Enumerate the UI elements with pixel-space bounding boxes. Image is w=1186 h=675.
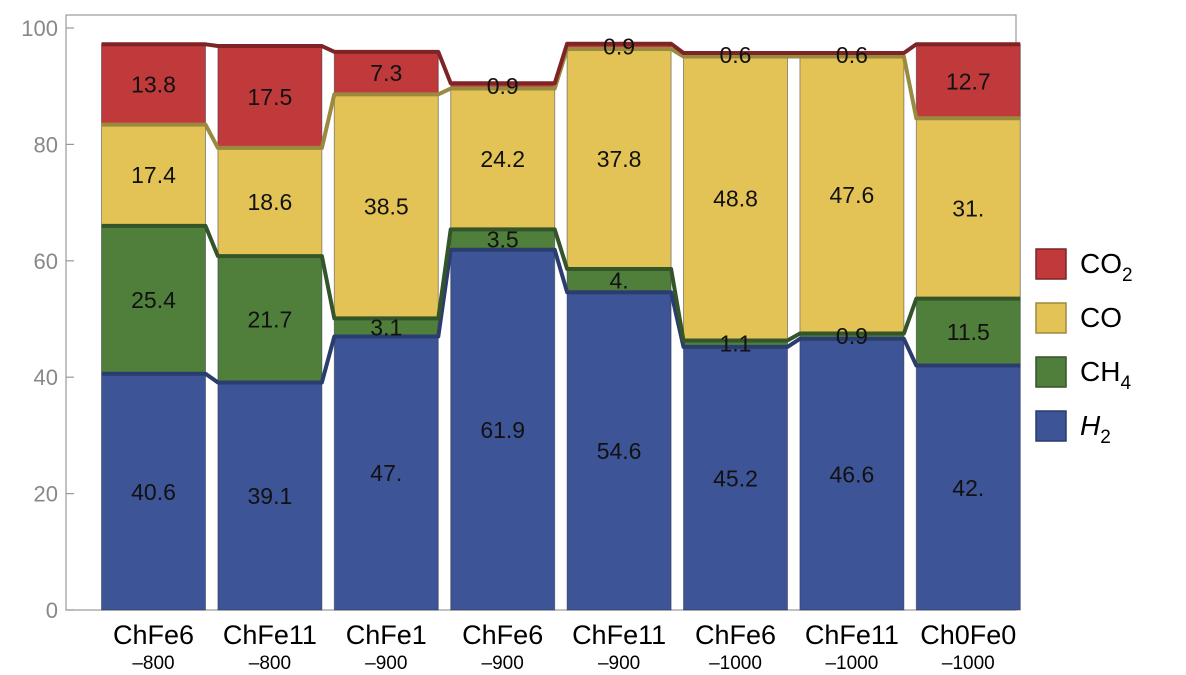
bar-segment-ch4 bbox=[217, 256, 322, 383]
bar-segment-h2 bbox=[799, 338, 904, 610]
data-label: 17.5 bbox=[248, 84, 293, 110]
bar-segment-h2 bbox=[450, 249, 555, 610]
bar-segment-co2 bbox=[217, 46, 322, 148]
bar-segment-co bbox=[799, 56, 904, 334]
data-label: 37.8 bbox=[597, 146, 642, 172]
data-label: 18.6 bbox=[248, 189, 293, 215]
data-label: 13.8 bbox=[131, 71, 176, 97]
data-label: 42. bbox=[952, 475, 984, 501]
data-label: 45.2 bbox=[713, 465, 758, 491]
y-tick-label: 100 bbox=[21, 16, 58, 41]
boundary-line-ch4 bbox=[101, 223, 1021, 343]
data-label: 4. bbox=[610, 268, 629, 294]
x-category-label: ChFe1 bbox=[346, 620, 427, 650]
bar-segment-co bbox=[916, 118, 1021, 299]
data-label: 0.6 bbox=[720, 42, 752, 68]
legend-label-h2: H2 bbox=[1080, 410, 1111, 448]
x-category-label: ChFe11 bbox=[805, 620, 899, 650]
data-label: 0.9 bbox=[487, 73, 519, 99]
x-category-label: ChFe6 bbox=[695, 620, 776, 650]
bar-segment-co2 bbox=[450, 83, 555, 89]
data-label: 21.7 bbox=[248, 306, 293, 332]
bar-segment-h2 bbox=[334, 336, 439, 610]
bar-segment-ch4 bbox=[916, 298, 1021, 366]
data-label: 47.6 bbox=[830, 182, 875, 208]
bar-segment-ch4 bbox=[683, 340, 788, 347]
y-tick-label: 60 bbox=[34, 249, 58, 274]
bar-segment-co bbox=[450, 88, 555, 230]
data-label: 47. bbox=[370, 460, 402, 486]
x-category-label: ChFe6 bbox=[113, 620, 194, 650]
bar-segment-h2 bbox=[683, 346, 788, 610]
bar-segment-ch4 bbox=[450, 229, 555, 250]
x-category-sublabel: –1000 bbox=[942, 653, 995, 674]
bar-segment-co bbox=[217, 147, 322, 257]
bar-segment-co bbox=[101, 124, 206, 226]
bar-segment-ch4 bbox=[334, 318, 439, 337]
data-label: 3.5 bbox=[487, 227, 519, 253]
bar-segment-co2 bbox=[567, 43, 672, 49]
data-label: 7.3 bbox=[370, 60, 402, 86]
data-label: 0.6 bbox=[836, 42, 868, 68]
bar-segment-co2 bbox=[101, 44, 206, 125]
data-label: 12.7 bbox=[946, 68, 991, 94]
data-label: 24.2 bbox=[480, 146, 525, 172]
y-tick-label: 80 bbox=[34, 132, 58, 157]
y-tick-label: 40 bbox=[34, 365, 58, 390]
x-category-label: ChFe6 bbox=[462, 620, 543, 650]
bar-segment-ch4 bbox=[799, 333, 904, 339]
bar-segment-co bbox=[334, 94, 439, 319]
legend-swatch-co2 bbox=[1035, 248, 1067, 280]
boundary-line-co2 bbox=[101, 41, 1021, 86]
data-label: 0.9 bbox=[836, 323, 868, 349]
x-category-sublabel: –800 bbox=[132, 653, 174, 674]
bar-segment-ch4 bbox=[101, 225, 206, 374]
data-label: 3.1 bbox=[370, 314, 402, 340]
legend-swatch-h2 bbox=[1035, 410, 1067, 442]
data-label: 1.1 bbox=[720, 331, 752, 357]
legend-label-co2: CO2 bbox=[1080, 248, 1133, 286]
bar-segment-h2 bbox=[217, 382, 322, 610]
legend-swatch-ch4 bbox=[1035, 356, 1067, 388]
bar-segment-h2 bbox=[101, 373, 206, 610]
x-category-label: ChFe11 bbox=[572, 620, 666, 650]
y-tick-label: 20 bbox=[34, 482, 58, 507]
x-category-sublabel: –900 bbox=[598, 653, 640, 674]
bar-segment-co2 bbox=[916, 44, 1021, 119]
bar-segment-co bbox=[567, 48, 672, 269]
data-label: 48.8 bbox=[713, 186, 758, 212]
data-label: 17.4 bbox=[131, 162, 176, 188]
data-label: 40.6 bbox=[131, 479, 176, 505]
data-label: 61.9 bbox=[480, 417, 525, 443]
data-label: 0.9 bbox=[603, 33, 635, 59]
x-category-sublabel: –900 bbox=[365, 653, 407, 674]
data-label: 25.4 bbox=[131, 287, 176, 313]
boundary-line-h2 bbox=[101, 247, 1021, 385]
x-category-sublabel: –900 bbox=[482, 653, 524, 674]
x-category-label: ChFe11 bbox=[223, 620, 317, 650]
bar-segment-co bbox=[683, 56, 788, 341]
bar-segment-ch4 bbox=[567, 268, 672, 293]
bar-segment-h2 bbox=[567, 292, 672, 610]
data-label: 11.5 bbox=[947, 319, 990, 345]
x-category-label: Ch0Fe0 bbox=[920, 620, 1016, 650]
data-label: 31. bbox=[952, 195, 984, 221]
bar-segment-co2 bbox=[334, 51, 439, 95]
y-tick-label: 0 bbox=[46, 598, 58, 623]
data-label: 38.5 bbox=[364, 193, 409, 219]
x-category-sublabel: –1000 bbox=[825, 653, 878, 674]
legend-label-co: CO bbox=[1080, 302, 1122, 333]
legend-label-ch4: CH4 bbox=[1080, 356, 1131, 394]
data-label: 54.6 bbox=[597, 438, 642, 464]
legend-swatch-co bbox=[1035, 302, 1067, 334]
data-label: 39.1 bbox=[248, 483, 293, 509]
data-label: 46.6 bbox=[830, 461, 875, 487]
bar-segment-h2 bbox=[916, 365, 1021, 610]
x-category-sublabel: –1000 bbox=[709, 653, 762, 674]
x-category-sublabel: –800 bbox=[249, 653, 291, 674]
